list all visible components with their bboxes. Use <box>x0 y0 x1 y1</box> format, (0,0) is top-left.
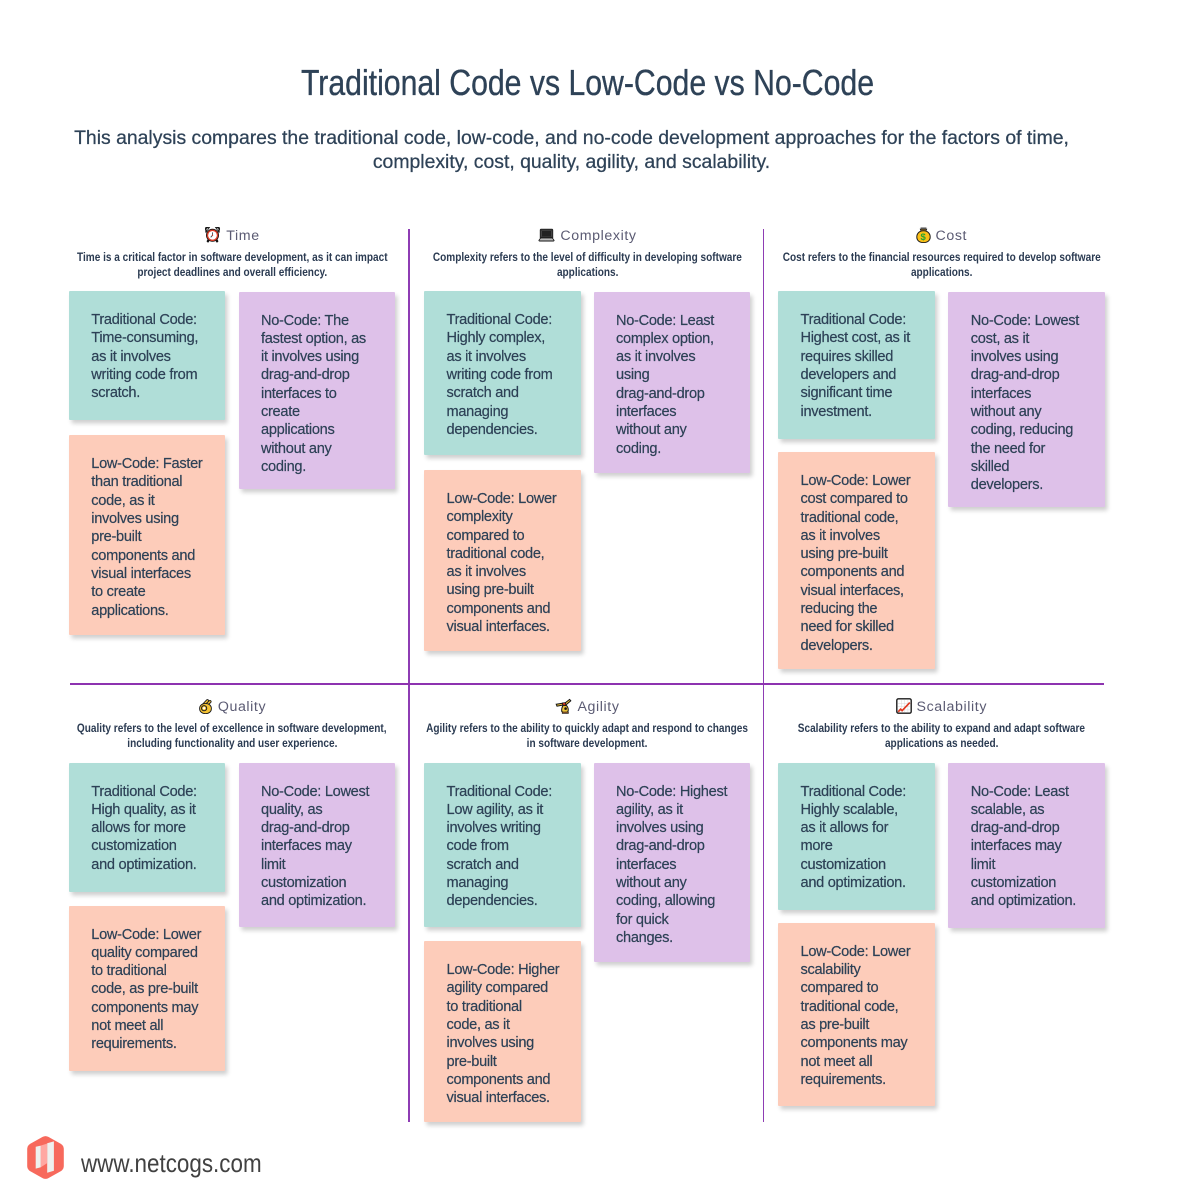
svg-text:$: $ <box>920 232 926 243</box>
